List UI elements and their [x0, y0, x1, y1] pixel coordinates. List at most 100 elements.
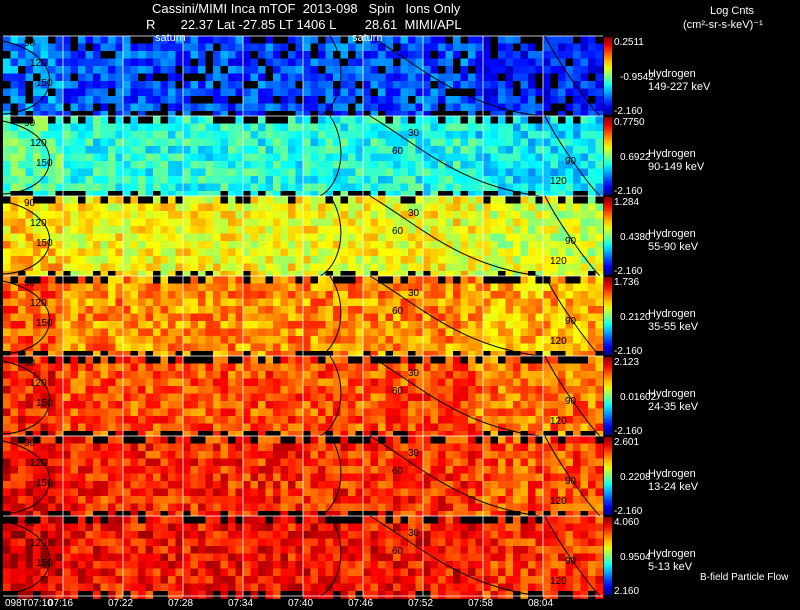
heatmap-cell [528, 169, 536, 177]
heatmap-cell [146, 371, 154, 379]
heatmap-cell [438, 169, 446, 177]
heatmap-cell [116, 356, 124, 364]
heatmap-cell [138, 451, 146, 459]
heatmap-cell [303, 66, 311, 74]
heatmap-cell [101, 44, 109, 52]
heatmap-cell [131, 401, 139, 409]
heatmap-cell [101, 314, 109, 322]
heatmap-cell [573, 424, 581, 432]
heatmap-cell [416, 336, 424, 344]
heatmap-cell [131, 314, 139, 322]
heatmap-cell [266, 241, 274, 249]
heatmap-cell [311, 256, 319, 264]
heatmap-cell [311, 284, 319, 292]
heatmap-cell [588, 306, 596, 314]
heatmap-cell [123, 154, 131, 162]
heatmap-cell [386, 59, 394, 67]
heatmap-cell [558, 371, 566, 379]
heatmap-cell [581, 211, 589, 219]
heatmap-cell [371, 234, 379, 242]
heatmap-cell [198, 249, 206, 257]
heatmap-cell [71, 424, 79, 432]
heatmap-cell [168, 416, 176, 424]
heatmap-cell [183, 74, 191, 82]
heatmap-cell [236, 481, 244, 489]
heatmap-cell [288, 364, 296, 372]
heatmap-cell [341, 66, 349, 74]
heatmap-cell [401, 416, 409, 424]
heatmap-cell [221, 276, 229, 284]
heatmap-cell [296, 169, 304, 177]
heatmap-cell [461, 116, 469, 124]
heatmap-cell [93, 371, 101, 379]
heatmap-cell [386, 51, 394, 59]
heatmap-cell [191, 176, 199, 184]
heatmap-cell [491, 329, 499, 337]
heatmap-cell [356, 81, 364, 89]
heatmap-cell [236, 196, 244, 204]
heatmap-cell [3, 306, 11, 314]
heatmap-cell [168, 336, 176, 344]
heatmap-cell [363, 321, 371, 329]
heatmap-cell [296, 344, 304, 352]
heatmap-cell [138, 184, 146, 192]
heatmap-cell [131, 184, 139, 192]
heatmap-cell [146, 444, 154, 452]
heatmap-cell [528, 306, 536, 314]
heatmap-cell [251, 169, 259, 177]
heatmap-cell [558, 204, 566, 212]
heatmap-cell [281, 329, 289, 337]
heatmap-cell [506, 116, 514, 124]
heatmap-cell [566, 364, 574, 372]
heatmap-cell [71, 154, 79, 162]
heatmap-cell [236, 249, 244, 257]
heatmap-cell [138, 89, 146, 97]
heatmap-cell [116, 154, 124, 162]
heatmap-cell [438, 176, 446, 184]
heatmap-cell [123, 211, 131, 219]
heatmap-cell [296, 364, 304, 372]
heatmap-cell [588, 139, 596, 147]
heatmap-cell [438, 276, 446, 284]
heatmap-cell [506, 74, 514, 82]
heatmap-cell [71, 356, 79, 364]
heatmap-cell [236, 211, 244, 219]
heatmap-cell [63, 116, 71, 124]
heatmap-cell [168, 379, 176, 387]
heatmap-cell [266, 394, 274, 402]
heatmap-cell [476, 356, 484, 364]
heatmap-cell [228, 371, 236, 379]
heatmap-cell [48, 291, 56, 299]
heatmap-cell [56, 394, 64, 402]
heatmap-cell [273, 299, 281, 307]
heatmap-cell [258, 44, 266, 52]
heatmap-cell [206, 444, 214, 452]
heatmap-cell [318, 291, 326, 299]
heatmap-cell [266, 176, 274, 184]
heatmap-cell [251, 204, 259, 212]
heatmap-cell [251, 409, 259, 417]
heatmap-cell [63, 409, 71, 417]
heatmap-cell [303, 146, 311, 154]
heatmap-cell [408, 89, 416, 97]
heatmap-cell [408, 344, 416, 352]
heatmap-cell [228, 356, 236, 364]
heatmap-cell [558, 211, 566, 219]
heatmap-cell [318, 401, 326, 409]
heatmap-cell [198, 241, 206, 249]
heatmap-cell [63, 226, 71, 234]
heatmap-cell [11, 321, 19, 329]
heatmap-cell [18, 394, 26, 402]
heatmap-cell [521, 299, 529, 307]
heatmap-cell [453, 219, 461, 227]
heatmap-cell [438, 306, 446, 314]
heatmap-cell [258, 51, 266, 59]
heatmap-cell [528, 204, 536, 212]
heatmap-cell [108, 444, 116, 452]
heatmap-cell [206, 364, 214, 372]
heatmap-cell [303, 276, 311, 284]
heatmap-cell [56, 401, 64, 409]
heatmap-cell [3, 131, 11, 139]
heatmap-cell [408, 321, 416, 329]
heatmap-cell [438, 424, 446, 432]
